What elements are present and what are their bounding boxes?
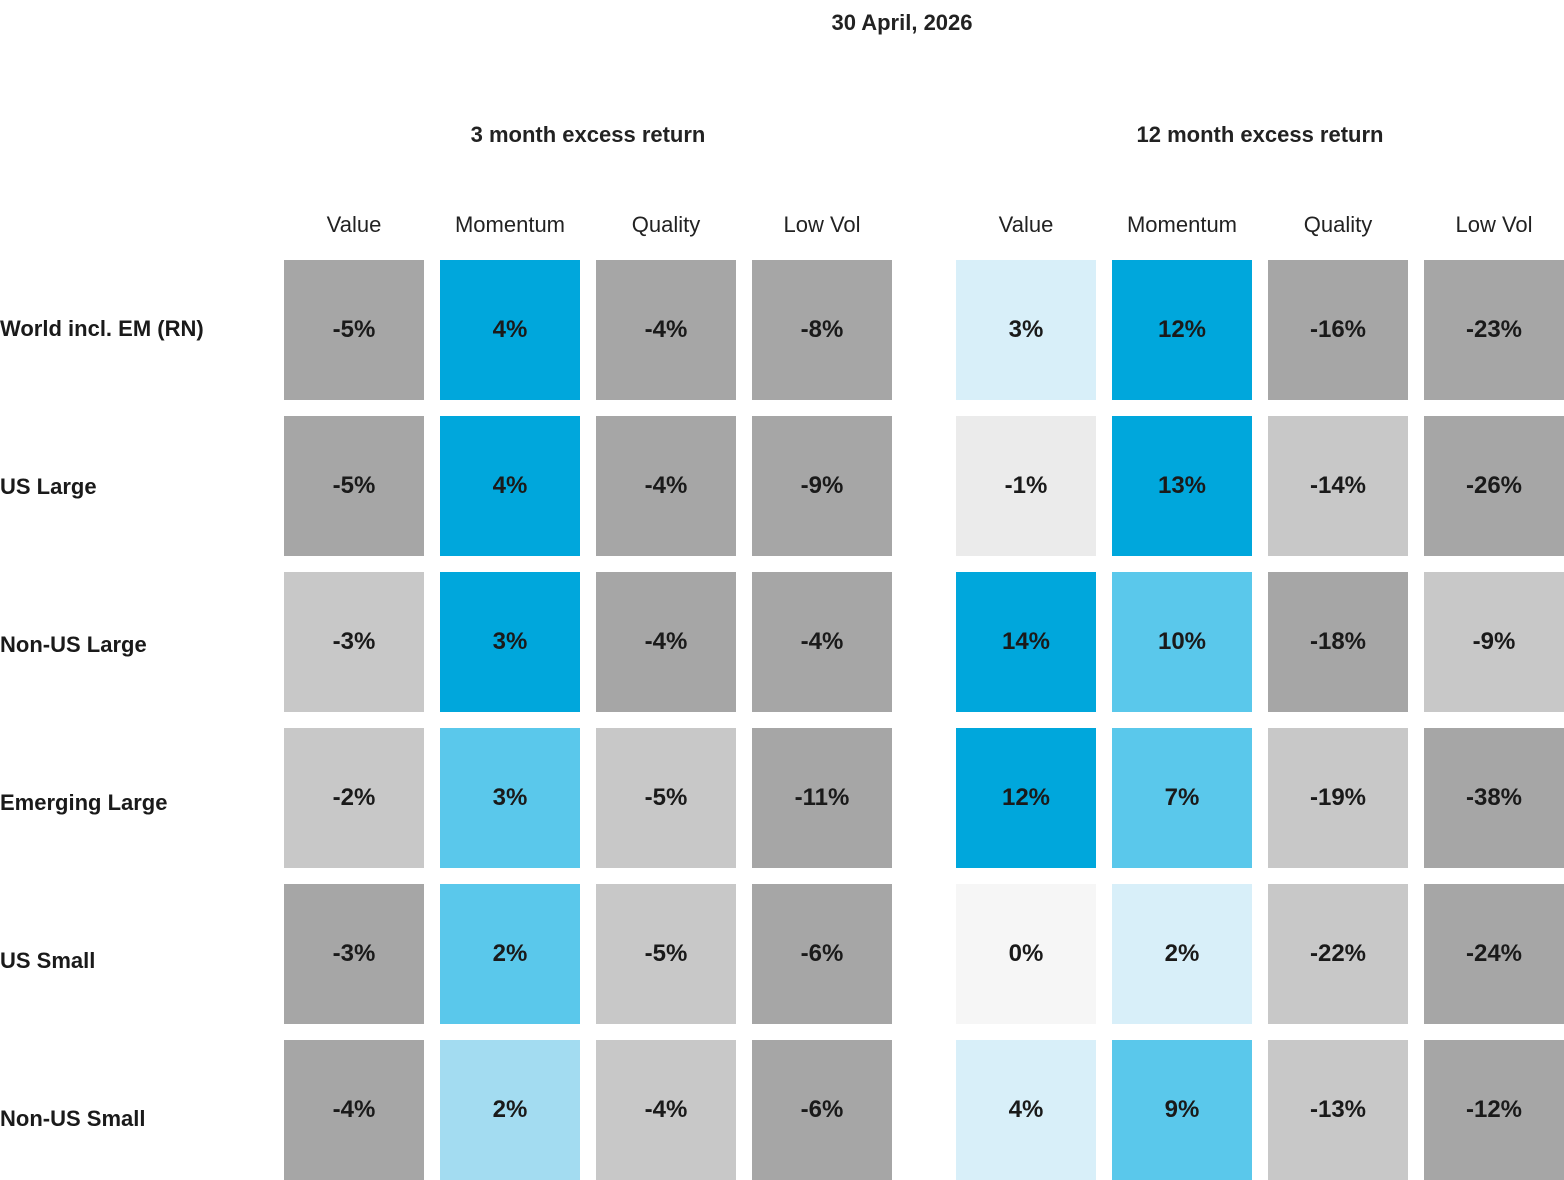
heatmap-cell: -5% [284,260,424,400]
heatmap-cell: -4% [752,572,892,712]
column-header-1-momentum: Momentum [454,212,566,237]
heatmap-cell: -6% [752,1040,892,1180]
row-label: Non-US Large [0,632,147,657]
column-header-1-quality: Quality [631,212,701,237]
heatmap-cell: 4% [440,416,580,556]
heatmap-cell: -3% [284,884,424,1024]
heatmap-cell: -4% [596,416,736,556]
heatmap-cell: -24% [1424,884,1564,1024]
heatmap-cell: -14% [1268,416,1408,556]
heatmap-cell: 13% [1112,416,1252,556]
heatmap-cell: -9% [1424,572,1564,712]
heatmap-cell: -1% [956,416,1096,556]
heatmap-cell: -19% [1268,728,1408,868]
heatmap-cell: -4% [284,1040,424,1180]
row-label: US Large [0,474,97,499]
heatmap-cell: -3% [284,572,424,712]
heatmap-cell: -2% [284,728,424,868]
heatmap-cell: -5% [596,728,736,868]
heatmap-cell: -13% [1268,1040,1408,1180]
heatmap-cell: 3% [956,260,1096,400]
heatmap-cell: -11% [752,728,892,868]
heatmap-cell: -18% [1268,572,1408,712]
heatmap-cell: 4% [440,260,580,400]
column-header-2-quality: Quality [1303,212,1373,237]
heatmap-cell: 12% [1112,260,1252,400]
heatmap-cell: -5% [596,884,736,1024]
column-header-2-value: Value [998,212,1054,237]
column-header-1-low-vol: Low Vol [783,212,861,237]
heatmap-cell: -12% [1424,1040,1564,1180]
row-label: Non-US Small [0,1106,146,1131]
heatmap-cell: 7% [1112,728,1252,868]
heatmap-cell: -9% [752,416,892,556]
heatmap-cell: 14% [956,572,1096,712]
heatmap-cell: -38% [1424,728,1564,868]
column-header-2-low-vol: Low Vol [1455,212,1533,237]
heatmap-cell: 9% [1112,1040,1252,1180]
heatmap-cell: 0% [956,884,1096,1024]
chart-date-title: 30 April, 2026 [831,10,973,35]
heatmap-cell: 2% [440,884,580,1024]
heatmap-cell: 12% [956,728,1096,868]
heatmap-cell: -4% [596,572,736,712]
panel-title-2: 12 month excess return [1136,122,1384,147]
heatmap-cell: -26% [1424,416,1564,556]
heatmap-cell: 2% [1112,884,1252,1024]
heatmap-cell: -23% [1424,260,1564,400]
panel-title-1: 3 month excess return [470,122,706,147]
heatmap-cell: -4% [596,260,736,400]
heatmap-cell: -16% [1268,260,1408,400]
heatmap-cell: 10% [1112,572,1252,712]
heatmap-cell: -8% [752,260,892,400]
heatmap-cell: -6% [752,884,892,1024]
heatmap-cell: -4% [596,1040,736,1180]
row-label: Emerging Large [0,790,168,815]
heatmap-cell: 2% [440,1040,580,1180]
column-header-1-value: Value [326,212,382,237]
heatmap-cell: -22% [1268,884,1408,1024]
heatmap-cell: -5% [284,416,424,556]
column-header-2-momentum: Momentum [1126,212,1238,237]
row-label: World incl. EM (RN) [0,316,204,341]
heatmap-cell: 3% [440,728,580,868]
row-label: US Small [0,948,96,973]
heatmap-cell: 3% [440,572,580,712]
heatmap-cell: 4% [956,1040,1096,1180]
